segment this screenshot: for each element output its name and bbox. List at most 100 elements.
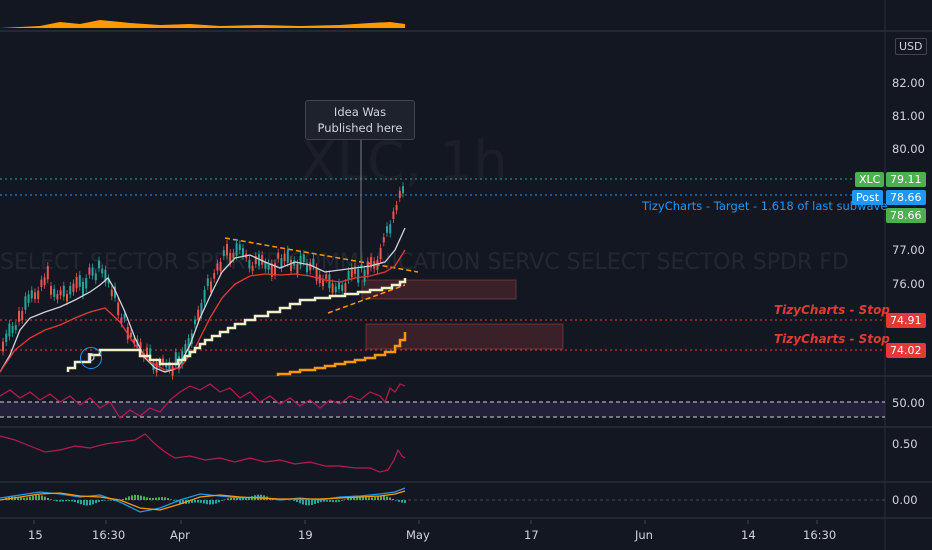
candle-body <box>53 288 56 297</box>
macd-bar <box>173 500 175 501</box>
macd-bar <box>80 500 82 505</box>
candle-body <box>258 254 260 266</box>
macd-bar <box>134 494 136 500</box>
candle-body <box>130 332 132 338</box>
candle-body <box>251 265 254 271</box>
price-axis-label: 76.00 <box>892 277 925 291</box>
macd-bar <box>68 500 70 502</box>
time-axis-label: 16:30 <box>803 528 837 542</box>
macd-bar <box>209 500 211 505</box>
macd-bar <box>137 494 139 500</box>
candle-body <box>82 281 84 296</box>
macd-bar <box>140 495 142 500</box>
candle-body <box>2 341 4 352</box>
candle-body <box>30 290 33 299</box>
stop2-annotation[interactable]: TizyCharts - Stop <box>774 332 890 346</box>
candle-body <box>379 247 382 260</box>
macd-bar <box>50 499 52 500</box>
candle-body <box>197 309 200 321</box>
macd-bar <box>101 500 103 502</box>
candle-body <box>66 294 68 302</box>
dividend-marker[interactable]: D <box>80 347 102 369</box>
candle-body <box>110 289 113 297</box>
time-axis-label: 17 <box>524 528 539 542</box>
candle-body <box>302 254 305 263</box>
candle-body <box>277 252 280 259</box>
rsi-line[interactable] <box>0 383 406 419</box>
xlc-price-tag[interactable]: 79.11 <box>886 172 926 187</box>
macd-bar <box>248 497 250 500</box>
macd-bar <box>122 499 124 500</box>
rsi-band <box>0 402 885 417</box>
macd-bar <box>317 500 319 503</box>
watermark-symbol: XLC, 1h <box>300 130 508 193</box>
orange-step-line[interactable] <box>276 332 407 376</box>
candle-body <box>216 263 219 271</box>
macd-bar <box>41 495 43 500</box>
candle-body <box>261 255 264 265</box>
macd-bar <box>83 500 85 506</box>
post-price-tag[interactable]: 78.66 <box>886 190 926 205</box>
macd-bar <box>233 497 235 500</box>
wedge-lower-line[interactable] <box>327 284 406 314</box>
macd-line[interactable] <box>0 487 406 513</box>
macd-bar <box>125 497 127 500</box>
stop-zone-1[interactable] <box>361 279 517 300</box>
stop2-price-tag[interactable]: 74.02 <box>886 343 926 358</box>
candle-body <box>398 190 401 199</box>
stop1-annotation[interactable]: TizyCharts - Stop <box>774 303 890 317</box>
time-axis-label: Apr <box>170 528 190 542</box>
currency-selector[interactable]: USD <box>895 38 927 55</box>
macd-bar <box>179 500 181 504</box>
candle-body <box>229 252 232 263</box>
macd-bar <box>17 497 19 500</box>
candle-body <box>254 256 257 264</box>
macd-bar <box>341 500 343 501</box>
candle-body <box>242 248 244 257</box>
candle-body <box>184 344 187 353</box>
trailing-stop-line[interactable] <box>66 278 407 372</box>
candle-body <box>18 310 20 322</box>
slow-moving-average[interactable] <box>0 249 406 373</box>
macd-bar <box>149 497 151 500</box>
post-label-tag[interactable]: Post <box>852 190 884 205</box>
time-axis-label: 14 <box>741 528 756 542</box>
candle-body <box>59 290 62 296</box>
macd-bar <box>44 496 46 500</box>
stop1-price-tag[interactable]: 74.91 <box>886 313 926 328</box>
candle-body <box>34 292 36 300</box>
wedge-upper-line[interactable] <box>224 237 419 273</box>
candle-body <box>146 347 148 357</box>
candle-body <box>331 283 334 293</box>
macd-bar <box>236 498 238 500</box>
macd-level-label: 0.00 <box>892 493 918 507</box>
macd-bar <box>167 498 169 500</box>
candle-body <box>21 311 24 320</box>
macd-bar <box>332 500 334 503</box>
candle-body <box>78 275 81 287</box>
macd-signal-line[interactable] <box>0 490 406 511</box>
macd-bar <box>98 500 100 502</box>
candle-body <box>62 285 65 297</box>
candle-body <box>286 249 289 263</box>
candle-body <box>366 261 369 275</box>
candle-body <box>206 278 209 287</box>
macd-bar <box>383 495 385 500</box>
target-price-tag[interactable]: 78.66 <box>886 208 926 223</box>
candle-body <box>370 257 372 268</box>
macd-bar <box>143 496 145 500</box>
macd-bar <box>95 500 97 504</box>
macd-bar <box>344 499 346 500</box>
target-annotation[interactable]: TizyCharts - Target - 1.618 of last subw… <box>642 199 888 213</box>
xlc-symbol-tag[interactable]: XLC <box>855 172 885 187</box>
candle-body <box>98 260 100 269</box>
candle-body <box>50 286 52 295</box>
oscillator-line[interactable] <box>0 433 406 473</box>
idea-published-callout[interactable]: Idea Was Published here <box>305 100 415 140</box>
macd-bar <box>200 500 202 503</box>
macd-bar <box>398 500 400 502</box>
macd-bar <box>215 500 217 504</box>
macd-bar <box>338 500 340 502</box>
candle-body <box>306 262 308 273</box>
